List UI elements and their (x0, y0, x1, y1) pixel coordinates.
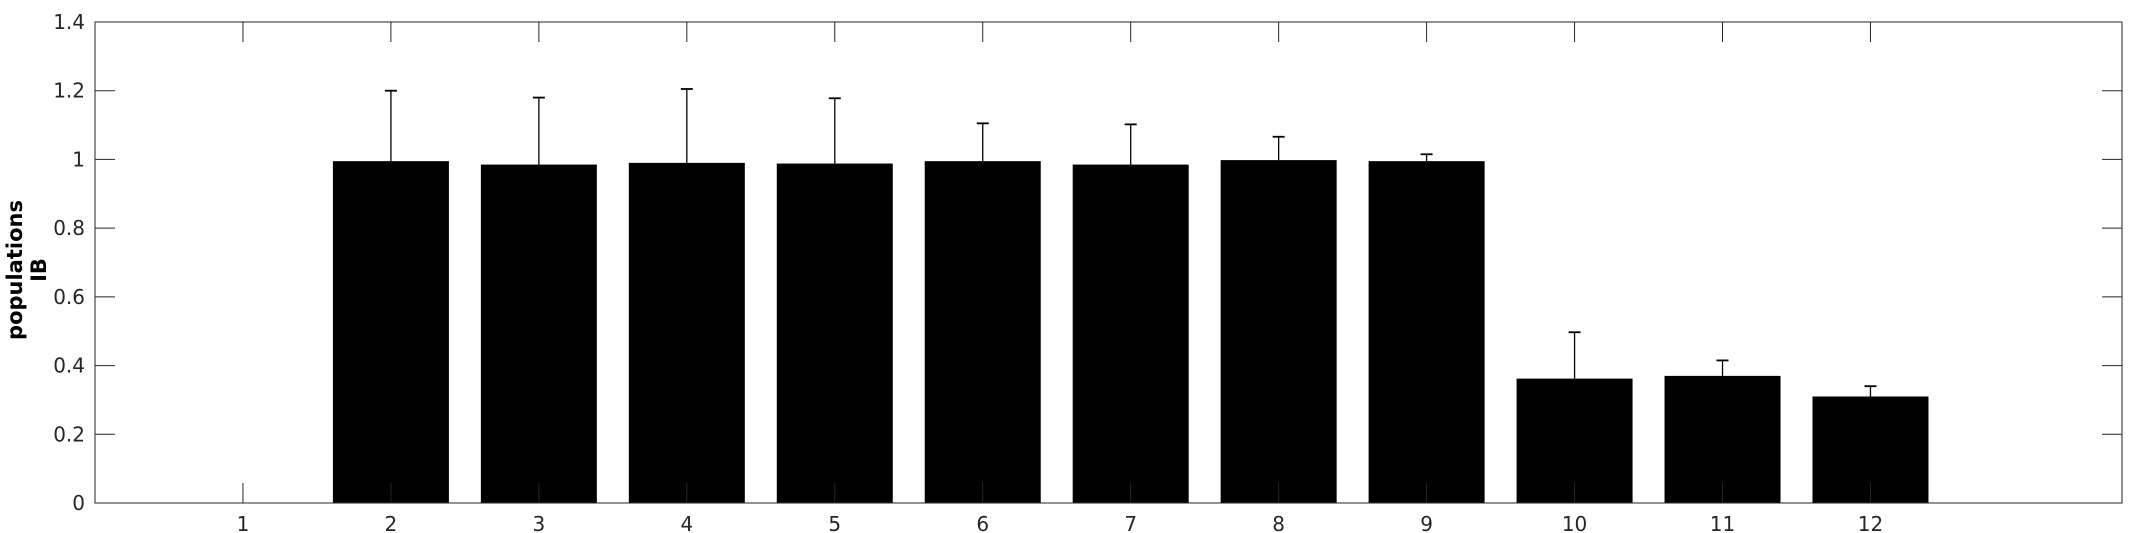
y-tick-label-0.4: 0.4 (53, 354, 85, 378)
bar-7 (1072, 164, 1189, 503)
y-tick-label-1.2: 1.2 (53, 79, 85, 103)
x-tick-label-2: 2 (385, 512, 398, 533)
x-tick-label-6: 6 (976, 512, 989, 533)
x-tick-label-7: 7 (1124, 512, 1137, 533)
x-tick-label-8: 8 (1272, 512, 1285, 533)
x-tick-label-11: 11 (1710, 512, 1735, 533)
bar-4 (628, 162, 745, 503)
x-tick-label-10: 10 (1562, 512, 1587, 533)
x-tick-label-3: 3 (533, 512, 546, 533)
y-tick-label-1: 1 (72, 147, 85, 171)
x-tick-label-4: 4 (680, 512, 693, 533)
bar-6 (924, 161, 1041, 503)
y-tick-label-0.2: 0.2 (53, 422, 85, 446)
x-tick-label-9: 9 (1420, 512, 1433, 533)
bar-5 (776, 163, 893, 503)
bar-2 (332, 161, 449, 503)
y-axis-label: populations IB (3, 200, 51, 340)
y-tick-label-1.4: 1.4 (53, 10, 85, 34)
bar-3 (480, 164, 597, 503)
bar-9 (1368, 161, 1485, 503)
axes-box (94, 21, 2123, 504)
x-tick-label-5: 5 (828, 512, 841, 533)
y-axis-label-line-1: populations (3, 200, 27, 340)
x-tick-label-12: 12 (1858, 512, 1883, 533)
bar-11 (1664, 375, 1781, 503)
y-tick-label-0: 0 (72, 491, 85, 515)
y-axis-label-line-2: IB (27, 258, 51, 282)
y-tick-label-0.8: 0.8 (53, 216, 85, 240)
bar-10 (1516, 378, 1633, 503)
x-tick-label-1: 1 (237, 512, 250, 533)
y-tick-label-0.6: 0.6 (53, 285, 85, 309)
bar-8 (1220, 160, 1337, 503)
